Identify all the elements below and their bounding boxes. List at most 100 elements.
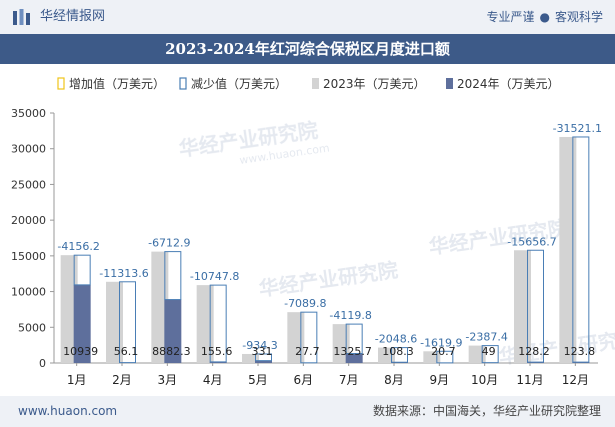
- value-2024-label: 123.8: [564, 345, 596, 358]
- bar-2023: [514, 250, 531, 363]
- bar-2023: [559, 136, 577, 363]
- y-tick-label: 30000: [11, 143, 46, 156]
- bar-decrease: [572, 136, 590, 363]
- footer-source: 数据来源：中国海关，华经产业研究院整理: [372, 404, 601, 418]
- bar-2023: [106, 281, 123, 363]
- x-tick-label: 9月: [430, 373, 450, 387]
- decrease-label: -31521.1: [553, 122, 602, 135]
- legend-swatch: [312, 78, 319, 89]
- value-2024-label: 331: [252, 345, 273, 358]
- bar-2024: [209, 361, 227, 363]
- value-2024-label: 128.2: [518, 345, 550, 358]
- decrease-label: -11313.6: [99, 267, 148, 280]
- bar-2023: [468, 345, 486, 363]
- huajing-logo-icon: [13, 9, 30, 25]
- bar-2024: [345, 353, 363, 363]
- legend-label: 2023年（万美元）: [323, 77, 426, 91]
- slogan: 专业严谨 ● 客观科学: [486, 8, 603, 26]
- header-bar: 华经情报网 专业严谨 ● 客观科学: [0, 0, 615, 34]
- x-tick-label: 8月: [384, 373, 404, 387]
- y-tick-label: 20000: [11, 214, 46, 227]
- brand-name: 华经情报网: [40, 9, 106, 24]
- decrease-label: -4119.8: [329, 309, 371, 322]
- bar-decrease: [255, 353, 272, 362]
- x-tick-label: 12月: [562, 373, 589, 387]
- legend-label: 增加值（万美元）: [69, 76, 165, 91]
- y-tick-label: 35000: [11, 107, 46, 120]
- decrease-label: -15656.7: [507, 235, 556, 248]
- chart-title: 2023-2024年红河综合保税区月度进口额: [165, 40, 450, 58]
- title-bar: 2023-2024年红河综合保税区月度进口额: [0, 34, 615, 64]
- decrease-label: -7089.8: [284, 297, 326, 310]
- y-tick-label: 10000: [11, 286, 46, 299]
- y-tick-label: 0: [39, 357, 46, 370]
- y-tick-label: 15000: [11, 250, 46, 263]
- bar-decrease: [436, 350, 454, 364]
- bar-decrease: [391, 347, 408, 363]
- legend: 增加值（万美元） 减少值（万美元） 2023年（万美元） 2024年（万美元）: [57, 76, 560, 91]
- bar-decrease: [73, 254, 91, 286]
- legend-swatch: [446, 78, 453, 89]
- data-labels: -4156.2 10939 -11313.6 56.1 -6712.9 8882.3 -10…: [57, 122, 602, 358]
- footer-bar: www.huaon.com 数据来源：中国海关，华经产业研究院整理: [0, 396, 615, 427]
- decrease-label: -10747.8: [190, 270, 239, 283]
- x-tick-label: 5月: [248, 373, 268, 387]
- slogan-separator: ●: [539, 10, 550, 24]
- watermark-text: 华经产业研究院: [257, 258, 399, 301]
- bar-decrease: [164, 251, 182, 301]
- footer-url: www.huaon.com: [18, 404, 118, 418]
- bar-2023: [196, 285, 214, 363]
- y-tick-label: 5000: [18, 321, 46, 334]
- x-tick-label: 4月: [203, 373, 223, 387]
- bar-2023: [151, 251, 169, 363]
- value-2024-label: 108.3: [382, 345, 414, 358]
- bar-2023: [423, 351, 441, 363]
- legend-label: 2024年（万美元）: [457, 77, 560, 91]
- value-2024-label: 20.7: [431, 345, 456, 358]
- x-tick-label: 3月: [158, 373, 178, 387]
- bar-chart: 华经产业研究院华经产业研究院华经产业研究院华经产业研究院www.huaon.co…: [11, 76, 615, 387]
- legend-label: 减少值（万美元）: [191, 76, 287, 91]
- bar-2024: [164, 299, 182, 363]
- value-2024-label: 49: [482, 345, 496, 358]
- bar-decrease: [481, 345, 499, 364]
- x-tick-label: 10月: [471, 373, 498, 387]
- decrease-label: -2048.6: [375, 333, 417, 346]
- value-2024-label: 56.1: [114, 345, 139, 358]
- bar-decrease: [300, 311, 318, 364]
- value-2024-label: 27.7: [295, 345, 320, 358]
- decrease-label: -4156.2: [57, 240, 99, 253]
- decrease-label: -6712.9: [148, 237, 190, 250]
- value-2024-label: 1325.7: [333, 345, 372, 358]
- value-2024-label: 10939: [63, 345, 98, 358]
- slogan-left: 专业严谨: [486, 10, 535, 24]
- slogan-right: 客观科学: [554, 10, 603, 24]
- bar-2023: [242, 353, 259, 363]
- legend-swatch: [57, 77, 65, 90]
- bar-2023: [287, 312, 305, 363]
- bars: [60, 136, 590, 364]
- decrease-label: -1619.9: [420, 336, 462, 349]
- value-2024-label: 8882.3: [152, 345, 191, 358]
- decrease-label: -2387.4: [465, 331, 507, 344]
- x-tick-label: 2月: [112, 373, 132, 387]
- x-tick-label: 7月: [339, 373, 359, 387]
- bar-decrease: [119, 281, 136, 364]
- bar-2023: [332, 324, 350, 363]
- bar-decrease: [527, 249, 544, 363]
- x-tick-label: 1月: [67, 373, 87, 387]
- x-tick-label: 11月: [516, 373, 543, 387]
- bar-decrease: [209, 284, 227, 363]
- bar-decrease: [345, 323, 363, 355]
- bar-2023: [60, 255, 78, 363]
- bar-2023: [378, 347, 395, 363]
- y-axis: 0 5000 10000 15000 20000 25000 30000 35000 1月 2月 3…: [11, 107, 598, 387]
- legend-swatch: [179, 77, 187, 90]
- decrease-label: -934.3: [242, 339, 277, 352]
- value-2024-label: 155.6: [201, 345, 233, 358]
- x-tick-label: 6月: [294, 373, 314, 387]
- y-tick-label: 25000: [11, 178, 46, 191]
- bar-2024: [73, 284, 91, 363]
- bar-2024: [255, 360, 272, 363]
